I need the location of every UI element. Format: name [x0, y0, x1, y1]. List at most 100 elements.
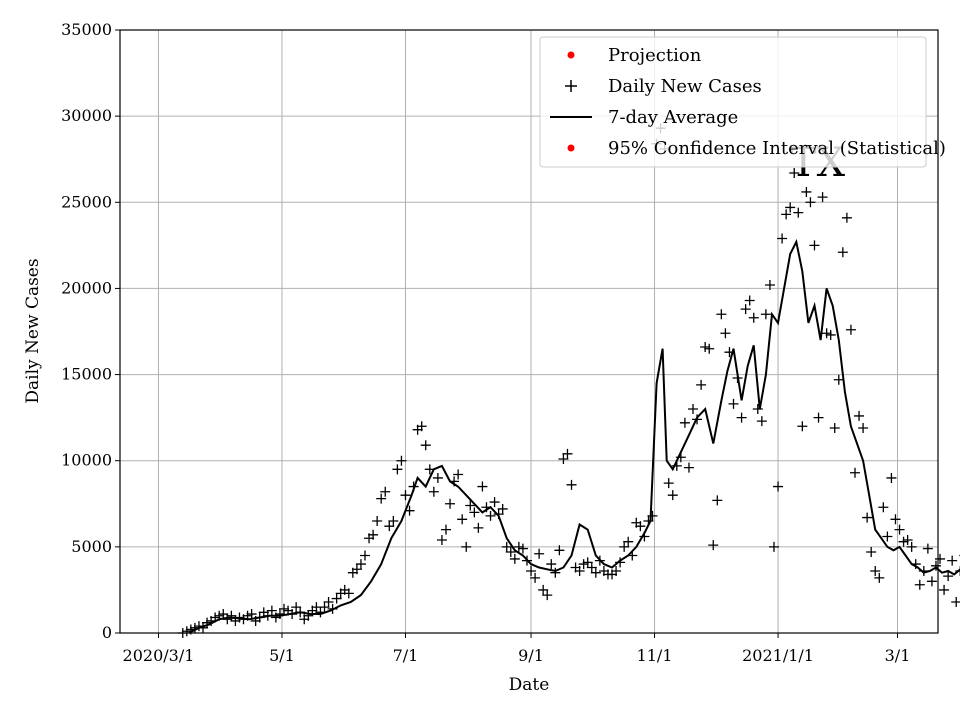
daily-new-cases-marker — [566, 479, 577, 490]
daily-new-cases-marker — [392, 464, 403, 475]
daily-new-cases-marker — [509, 553, 520, 564]
daily-new-cases-marker — [380, 486, 391, 497]
daily-new-cases-marker — [692, 414, 703, 425]
daily-new-cases-marker — [720, 328, 731, 339]
daily-new-cases-marker — [388, 516, 399, 527]
daily-new-cases-marker — [404, 505, 415, 516]
y-tick-label: 35000 — [61, 20, 112, 39]
daily-new-cases-marker — [708, 540, 719, 551]
daily-new-cases-marker — [287, 609, 298, 620]
daily-new-cases-marker — [797, 421, 808, 432]
daily-new-cases-marker — [930, 560, 941, 571]
legend-label: Projection — [608, 45, 702, 66]
daily-new-cases-marker — [198, 622, 209, 633]
x-tick-label: 5/1 — [269, 646, 295, 665]
daily-new-cases-marker — [445, 498, 456, 509]
daily-new-cases-marker — [485, 510, 496, 521]
daily-new-cases-marker — [400, 490, 411, 501]
daily-new-cases-marker — [785, 202, 796, 213]
daily-new-cases-marker — [910, 559, 921, 570]
daily-new-cases-marker — [939, 584, 950, 595]
daily-new-cases-marker — [890, 514, 901, 525]
daily-new-cases-marker — [809, 240, 820, 251]
daily-new-cases-marker — [704, 343, 715, 354]
daily-new-cases-marker — [355, 559, 366, 570]
x-tick-label: 11/1 — [637, 646, 673, 665]
daily-new-cases-marker — [862, 512, 873, 523]
daily-new-cases-marker — [550, 567, 561, 578]
daily-new-cases-marker — [319, 602, 330, 613]
daily-new-cases-marker — [505, 547, 516, 558]
legend-dot-icon — [567, 51, 575, 59]
daily-new-cases-marker — [943, 571, 954, 582]
daily-new-cases-marker — [764, 279, 775, 290]
daily-new-cases-marker — [675, 452, 686, 463]
daily-new-cases-marker — [894, 524, 905, 535]
legend-label: 95% Confidence Interval (Statistical) — [608, 138, 946, 159]
daily-new-cases-marker — [295, 607, 306, 618]
daily-new-cases-marker — [854, 410, 865, 421]
daily-new-cases-marker — [242, 610, 253, 621]
daily-new-cases-marker — [469, 507, 480, 518]
daily-new-cases-marker — [372, 516, 383, 527]
daily-new-cases-marker — [202, 617, 213, 628]
daily-new-cases-marker — [671, 460, 682, 471]
daily-new-cases-marker — [497, 503, 508, 514]
daily-new-cases-marker — [801, 186, 812, 197]
daily-new-cases-marker — [833, 374, 844, 385]
daily-new-cases-marker — [955, 565, 960, 576]
daily-new-cases-marker — [623, 536, 634, 547]
daily-new-cases-marker — [740, 304, 751, 315]
daily-new-cases-marker — [639, 531, 650, 542]
daily-new-cases-marker — [590, 567, 601, 578]
7-day-average-line — [188, 238, 960, 634]
daily-new-cases-marker — [760, 309, 771, 320]
legend-label: 7-day Average — [608, 107, 738, 128]
daily-new-cases-marker — [858, 422, 869, 433]
daily-new-cases-marker — [517, 543, 528, 554]
daily-new-cases-marker — [193, 621, 204, 632]
daily-new-cases-marker — [526, 565, 537, 576]
daily-new-cases-marker — [473, 522, 484, 533]
daily-new-cases-marker — [416, 421, 427, 432]
daily-new-cases-marker — [829, 422, 840, 433]
daily-new-cases-marker — [748, 312, 759, 323]
daily-new-cases-marker — [315, 607, 326, 618]
daily-new-cases-marker — [424, 464, 435, 475]
daily-new-cases-marker — [902, 534, 913, 545]
y-tick-label: 10000 — [61, 451, 112, 470]
daily-new-cases-marker — [368, 529, 379, 540]
daily-new-cases-marker — [635, 521, 646, 532]
y-tick-label: 0 — [102, 623, 112, 642]
legend-plus-icon — [565, 80, 577, 92]
daily-new-cases-marker — [351, 564, 362, 575]
daily-new-cases-marker — [845, 324, 856, 335]
daily-new-cases-marker — [777, 233, 788, 244]
daily-new-cases-marker — [323, 596, 334, 607]
daily-new-cases-marker — [453, 469, 464, 480]
daily-new-cases-marker — [481, 502, 492, 513]
daily-new-cases-marker — [898, 536, 909, 547]
daily-new-cases-marker — [513, 541, 524, 552]
daily-new-cases-marker — [935, 553, 946, 564]
daily-new-cases-marker — [376, 493, 387, 504]
daily-new-cases-marker — [461, 541, 472, 552]
legend-label: Daily New Cases — [608, 76, 762, 97]
plot-frame — [119, 29, 939, 634]
x-tick-label: 3/1 — [885, 646, 911, 665]
daily-new-cases-marker — [254, 612, 265, 623]
daily-new-cases-marker — [303, 610, 314, 621]
daily-new-cases-marker — [922, 543, 933, 554]
daily-new-cases-marker — [781, 209, 792, 220]
daily-new-cases-marker — [501, 541, 512, 552]
daily-new-cases-marker — [688, 404, 699, 415]
x-tick-label: 2021/1/1 — [742, 646, 814, 665]
daily-new-cases-marker — [226, 610, 237, 621]
daily-new-cases-marker — [554, 545, 565, 556]
daily-new-cases-marker — [813, 412, 824, 423]
daily-new-cases-marker — [724, 347, 735, 358]
y-tick-label: 30000 — [61, 106, 112, 125]
daily-new-cases-marker — [882, 531, 893, 542]
daily-new-cases-marker — [530, 572, 541, 583]
daily-new-cases-marker — [918, 565, 929, 576]
